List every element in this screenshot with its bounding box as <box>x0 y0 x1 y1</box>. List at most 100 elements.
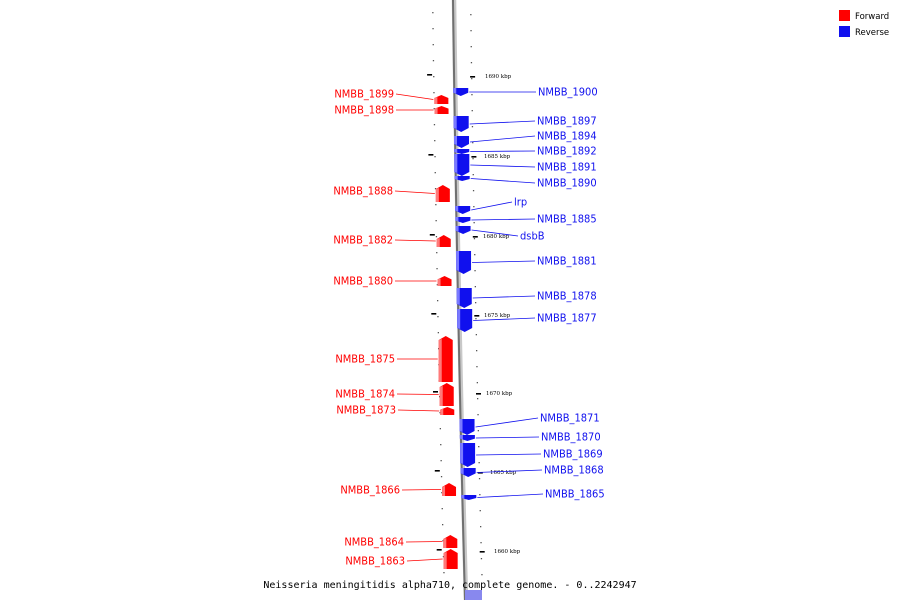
forward-gene[interactable]: NMBB_1898 <box>334 104 449 117</box>
reverse-gene-arrow[interactable] <box>454 149 470 154</box>
forward-gene-label[interactable]: NMBB_1864 <box>344 536 404 549</box>
minor-tick-left <box>434 188 437 190</box>
reverse-gene[interactable]: NMBB_1878 <box>456 288 597 308</box>
minor-tick-left <box>441 492 443 494</box>
reverse-gene[interactable]: NMBB_1865 <box>461 488 605 501</box>
reverse-gene-arrow[interactable] <box>453 116 469 132</box>
forward-gene-label[interactable]: NMBB_1874 <box>335 388 395 401</box>
reverse-gene-label[interactable]: NMBB_1891 <box>537 161 597 174</box>
reverse-gene-arrow[interactable] <box>455 226 471 234</box>
reverse-gene-arrow[interactable] <box>455 217 471 223</box>
reverse-gene[interactable]: NMBB_1900 <box>453 86 598 99</box>
forward-gene-leader <box>394 190 435 194</box>
minor-tick-left <box>439 412 441 414</box>
forward-gene[interactable]: NMBB_1880 <box>333 275 452 288</box>
reverse-gene-label[interactable]: NMBB_1868 <box>544 464 604 477</box>
reverse-gene-arrow[interactable] <box>461 495 477 500</box>
reverse-gene[interactable]: NMBB_1877 <box>457 309 597 332</box>
reverse-gene[interactable]: NMBB_1894 <box>454 130 597 149</box>
reverse-gene-arrow[interactable] <box>459 435 475 441</box>
forward-gene-arrow[interactable] <box>443 549 458 569</box>
forward-gene[interactable]: NMBB_1882 <box>333 234 451 248</box>
forward-gene-arrow[interactable] <box>435 185 450 202</box>
forward-gene[interactable]: NMBB_1863 <box>345 549 458 569</box>
forward-gene-label[interactable]: NMBB_1882 <box>333 234 393 247</box>
reverse-gene-arrow[interactable] <box>456 251 472 274</box>
forward-gene-label[interactable]: NMBB_1898 <box>334 104 394 117</box>
reverse-gene-highlight <box>461 495 465 499</box>
minor-tick-left <box>437 316 439 318</box>
reverse-gene-label[interactable]: dsbB <box>520 230 545 243</box>
forward-gene-label[interactable]: NMBB_1899 <box>334 88 394 101</box>
reverse-gene-arrow[interactable] <box>459 419 475 435</box>
forward-gene-label[interactable]: NMBB_1880 <box>333 275 393 288</box>
reverse-gene[interactable]: NMBB_1881 <box>456 251 597 274</box>
reverse-gene[interactable]: NMBB_1869 <box>460 443 603 467</box>
reverse-gene-label[interactable]: lrp <box>514 196 527 209</box>
reverse-gene-label[interactable]: NMBB_1897 <box>537 115 597 128</box>
forward-gene-arrow[interactable] <box>440 407 455 415</box>
reverse-gene-label[interactable]: NMBB_1878 <box>537 290 597 303</box>
minor-tick-left <box>433 124 436 126</box>
reverse-gene[interactable]: dsbB <box>455 226 545 243</box>
reverse-gene-label[interactable]: NMBB_1877 <box>537 312 597 325</box>
reverse-gene-label[interactable]: NMBB_1871 <box>540 412 600 425</box>
reverse-gene[interactable]: NMBB_1891 <box>454 154 597 176</box>
forward-gene-arrow[interactable] <box>434 95 449 104</box>
forward-gene-label[interactable]: NMBB_1888 <box>333 185 393 198</box>
forward-gene-arrow[interactable] <box>436 235 451 247</box>
reverse-gene-label[interactable]: NMBB_1881 <box>537 255 597 268</box>
forward-gene-arrow[interactable] <box>443 535 458 548</box>
reverse-gene-arrow[interactable] <box>460 468 476 477</box>
reverse-gene-label[interactable]: NMBB_1894 <box>537 130 597 143</box>
forward-gene-label[interactable]: NMBB_1863 <box>345 555 405 568</box>
reverse-gene-leader <box>472 260 536 263</box>
reverse-gene-label[interactable]: NMBB_1900 <box>538 86 598 99</box>
reverse-gene[interactable]: NMBB_1868 <box>460 464 604 478</box>
major-tick-right <box>470 76 476 78</box>
reverse-gene-label[interactable]: NMBB_1890 <box>537 177 597 190</box>
minor-tick-right <box>474 270 476 272</box>
reverse-gene-arrow[interactable] <box>454 154 470 176</box>
reverse-gene-label[interactable]: NMBB_1885 <box>537 213 597 226</box>
reverse-gene-arrow[interactable] <box>453 88 469 96</box>
minor-tick-left <box>432 60 435 62</box>
reverse-gene[interactable]: NMBB_1892 <box>454 145 597 158</box>
reverse-gene-arrow[interactable] <box>456 288 472 308</box>
minor-tick-right <box>477 430 479 432</box>
reverse-gene[interactable]: lrp <box>455 196 527 215</box>
forward-gene-arrow[interactable] <box>439 383 454 406</box>
reverse-gene-arrow[interactable] <box>455 206 471 214</box>
reverse-gene[interactable]: NMBB_1871 <box>459 412 600 436</box>
reverse-gene-label[interactable]: NMBB_1865 <box>545 488 605 501</box>
forward-gene[interactable]: NMBB_1888 <box>333 185 450 203</box>
reverse-gene-arrow[interactable] <box>457 309 473 332</box>
forward-gene-label[interactable]: NMBB_1873 <box>336 404 396 417</box>
forward-gene-arrow[interactable] <box>437 276 452 286</box>
reverse-gene-arrow[interactable] <box>460 443 476 467</box>
forward-gene[interactable]: NMBB_1864 <box>344 535 458 549</box>
forward-gene-label[interactable]: NMBB_1875 <box>335 353 395 366</box>
reverse-gene-arrow[interactable] <box>454 176 470 181</box>
forward-gene-arrow[interactable] <box>434 106 449 114</box>
reverse-gene[interactable]: NMBB_1885 <box>455 213 597 226</box>
forward-gene-label[interactable]: NMBB_1866 <box>340 484 400 497</box>
reverse-gene-leader <box>476 469 543 473</box>
forward-gene[interactable]: NMBB_1866 <box>340 483 457 497</box>
minor-tick-right <box>471 94 473 96</box>
forward-gene-arrow[interactable] <box>442 483 457 496</box>
forward-gene[interactable]: NMBB_1899 <box>334 88 449 105</box>
forward-gene-highlight <box>434 107 438 114</box>
forward-gene-arrow[interactable] <box>438 336 453 382</box>
forward-gene[interactable]: NMBB_1874 <box>335 383 454 406</box>
reverse-gene-arrow[interactable] <box>454 136 470 148</box>
forward-gene[interactable]: NMBB_1875 <box>335 336 453 382</box>
reverse-gene[interactable]: NMBB_1890 <box>454 176 597 190</box>
reverse-gene[interactable]: NMBB_1870 <box>459 431 601 444</box>
forward-gene[interactable]: NMBB_1873 <box>336 404 455 417</box>
reverse-gene-highlight <box>459 419 463 432</box>
reverse-gene-label[interactable]: NMBB_1892 <box>537 145 597 158</box>
reverse-gene-label[interactable]: NMBB_1869 <box>543 448 603 461</box>
reverse-gene-label[interactable]: NMBB_1870 <box>541 431 601 444</box>
reverse-gene[interactable]: NMBB_1897 <box>453 115 597 133</box>
